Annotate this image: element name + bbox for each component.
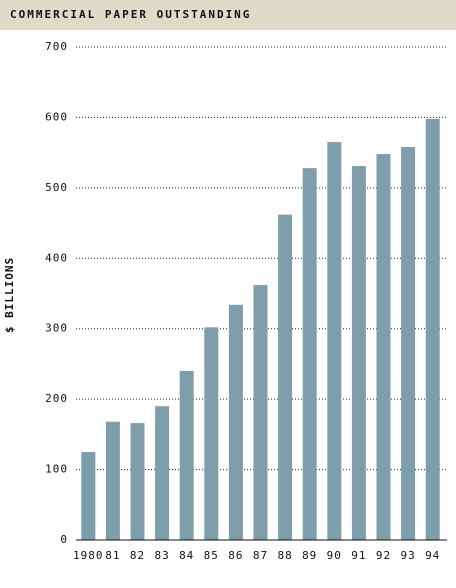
bar <box>228 304 243 540</box>
x-tick-label: 89 <box>302 549 317 562</box>
y-tick-label: 600 <box>45 110 68 123</box>
x-tick-label: 82 <box>130 549 145 562</box>
x-tick-label: 83 <box>154 549 169 562</box>
bar <box>81 451 96 540</box>
bar <box>302 168 317 540</box>
bar <box>376 154 391 540</box>
x-tick-label: 1980 <box>73 549 104 562</box>
x-tick-label: 86 <box>228 549 243 562</box>
y-tick-label: 100 <box>45 463 68 476</box>
y-tick-label: 700 <box>45 40 68 53</box>
bar <box>278 214 293 540</box>
x-tick-label: 87 <box>253 549 268 562</box>
y-tick-label: 200 <box>45 392 68 405</box>
y-tick-label: 500 <box>45 181 68 194</box>
x-tick-label: 93 <box>400 549 415 562</box>
y-tick-label: 0 <box>60 533 68 546</box>
y-tick-label: 300 <box>45 322 68 335</box>
x-tick-label: 84 <box>179 549 194 562</box>
x-tick-label: 94 <box>425 549 440 562</box>
y-axis-label: $ BILLIONS <box>3 257 16 333</box>
y-tick-label: 400 <box>45 251 68 264</box>
bar <box>204 327 219 540</box>
bar <box>105 421 120 540</box>
bar <box>401 147 416 540</box>
bar <box>327 142 342 541</box>
bar <box>253 285 268 540</box>
x-tick-label: 91 <box>351 549 366 562</box>
bar <box>130 423 145 540</box>
x-tick-label: 92 <box>376 549 391 562</box>
x-tick-label: 90 <box>327 549 342 562</box>
x-tick-label: 88 <box>277 549 292 562</box>
bar <box>351 166 366 540</box>
bar <box>155 406 170 540</box>
x-tick-label: 85 <box>204 549 219 562</box>
bar <box>179 370 194 540</box>
chart-title: COMMERCIAL PAPER OUTSTANDING <box>10 8 251 21</box>
title-bar <box>0 0 456 30</box>
bar <box>425 118 440 540</box>
x-tick-label: 81 <box>105 549 120 562</box>
